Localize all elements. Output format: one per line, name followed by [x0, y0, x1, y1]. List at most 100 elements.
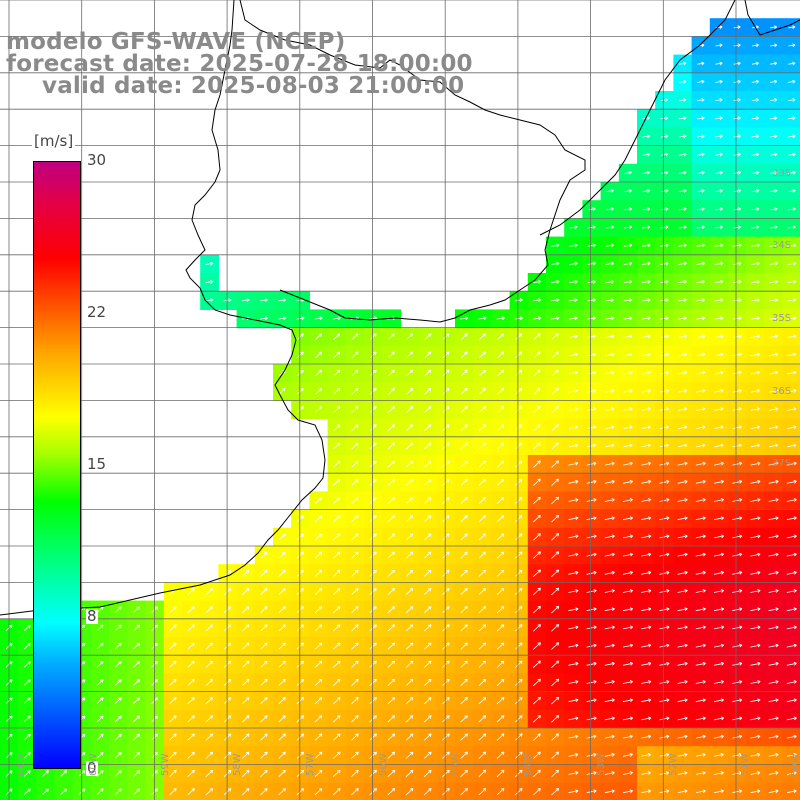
- wind-arrow: [768, 479, 779, 484]
- wind-speed-cell: [109, 673, 128, 693]
- wind-speed-cell: [418, 455, 438, 474]
- wind-arrow: [515, 624, 523, 632]
- wind-arrow: [497, 333, 505, 340]
- wind-speed-cell: [382, 564, 401, 583]
- wind-speed-cell: [400, 691, 420, 711]
- wind-speed-cell: [527, 382, 547, 401]
- wind-arrow: [514, 788, 523, 796]
- wind-speed-cell: [418, 728, 438, 747]
- wind-arrow: [478, 697, 487, 705]
- wind-speed-cell: [491, 600, 511, 620]
- wind-arrow: [568, 771, 579, 775]
- wind-speed-cell: [309, 564, 329, 583]
- wind-speed-cell: [382, 600, 401, 620]
- wind-arrow: [351, 478, 359, 486]
- wind-speed-cell: [18, 655, 37, 674]
- wind-arrow: [787, 298, 797, 302]
- wind-arrow: [551, 551, 560, 559]
- wind-arrow: [695, 734, 706, 739]
- wind-arrow: [278, 533, 286, 541]
- wind-arrow: [732, 625, 743, 630]
- wind-arrow: [496, 551, 505, 559]
- wind-arrow: [732, 643, 743, 648]
- wind-arrow: [659, 789, 670, 794]
- wind-speed-cell: [273, 582, 292, 602]
- wind-arrow: [714, 425, 724, 430]
- wind-arrow: [369, 551, 377, 559]
- wind-arrow: [715, 98, 723, 102]
- wind-arrow: [769, 116, 778, 121]
- lon-label-60w: 60W: [88, 753, 99, 776]
- wind-arrow: [678, 170, 687, 175]
- wind-arrow: [751, 43, 759, 48]
- wind-speed-cell: [546, 637, 565, 656]
- lat-label-37s: 37S: [772, 458, 792, 469]
- wind-arrow: [714, 461, 724, 466]
- wind-arrow: [732, 661, 743, 666]
- wind-arrow: [296, 715, 305, 723]
- wind-speed-cell: [182, 709, 201, 729]
- wind-arrow: [641, 516, 652, 521]
- wind-speed-cell: [509, 728, 529, 747]
- wind-arrow: [605, 189, 614, 193]
- wind-speed-cell: [455, 382, 474, 401]
- wind-arrow: [387, 606, 396, 614]
- wind-speed-cell: [418, 564, 438, 583]
- wind-arrow: [314, 715, 323, 723]
- wind-speed-cell: [127, 728, 147, 747]
- wind-speed-cell: [382, 345, 401, 365]
- wind-arrow: [641, 443, 651, 448]
- wind-arrow: [333, 442, 341, 450]
- wind-arrow: [788, 116, 796, 121]
- wind-arrow: [659, 570, 670, 575]
- wind-arrow: [586, 680, 597, 684]
- wind-arrow: [460, 624, 468, 632]
- wind-arrow: [660, 189, 669, 193]
- wind-arrow: [314, 316, 323, 321]
- wind-arrow: [442, 369, 450, 377]
- wind-arrow: [659, 443, 670, 448]
- wind-speed-cell: [364, 564, 383, 583]
- wind-arrow: [551, 733, 559, 741]
- wind-speed-cell: [527, 637, 547, 656]
- wind-arrow: [114, 788, 122, 795]
- wind-speed-cell: [163, 746, 183, 765]
- wind-speed-cell: [345, 327, 365, 347]
- wind-arrow: [478, 588, 487, 595]
- wind-speed-cell: [546, 691, 565, 711]
- wind-arrow: [750, 734, 761, 739]
- wind-arrow: [714, 334, 724, 339]
- wind-arrow: [278, 679, 286, 686]
- wind-speed-cell: [309, 582, 329, 602]
- wind-arrow: [713, 698, 725, 703]
- wind-speed-cell: [509, 582, 529, 602]
- wind-speed-cell: [418, 600, 438, 620]
- wind-arrow: [641, 734, 652, 739]
- wind-arrow: [641, 261, 651, 266]
- wind-arrow: [788, 61, 796, 66]
- wind-arrow: [332, 316, 341, 321]
- wind-speed-cell: [527, 345, 547, 365]
- wind-arrow: [478, 460, 486, 468]
- wind-speed-cell: [236, 746, 256, 765]
- wind-arrow: [715, 61, 723, 66]
- wind-arrow: [732, 334, 742, 339]
- wind-arrow: [587, 334, 597, 339]
- wind-arrow: [296, 369, 304, 377]
- wind-arrow: [369, 697, 377, 705]
- wind-arrow: [768, 752, 779, 757]
- wind-arrow: [133, 788, 140, 795]
- wind-arrow: [442, 660, 450, 668]
- wind-arrow: [260, 697, 268, 705]
- wind-arrow: [424, 515, 432, 523]
- wind-arrow: [369, 497, 377, 504]
- wind-arrow: [351, 569, 359, 577]
- wind-arrow: [678, 243, 687, 248]
- wind-speed-cell: [273, 527, 292, 547]
- wind-arrow: [622, 516, 634, 521]
- wind-speed-cell: [400, 455, 420, 474]
- wind-arrow: [732, 298, 742, 302]
- wind-arrow: [732, 370, 742, 375]
- wind-speed-cell: [273, 564, 292, 583]
